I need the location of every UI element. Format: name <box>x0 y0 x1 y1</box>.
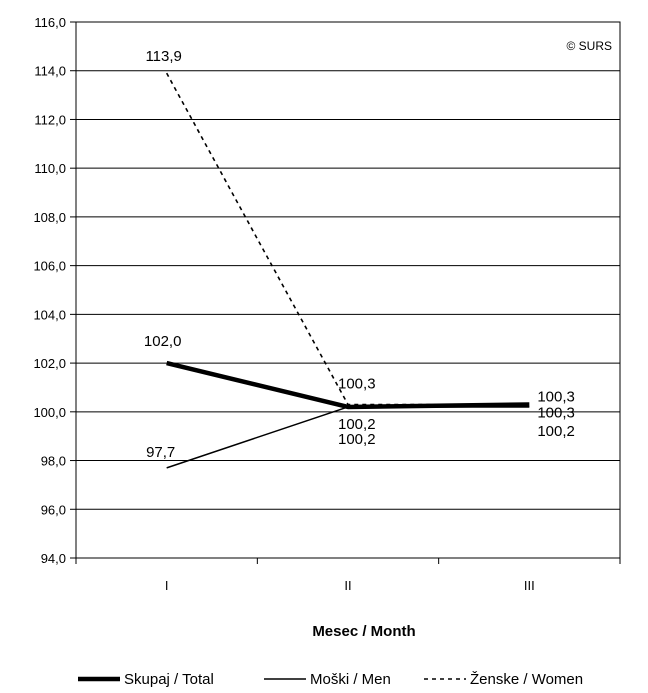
y-tick-label: 100,0 <box>33 405 66 420</box>
y-tick-label: 110,0 <box>34 161 66 176</box>
y-tick-label: 102,0 <box>33 356 66 371</box>
series-line-thin <box>166 406 530 469</box>
y-tick-label: 96,0 <box>41 502 66 517</box>
y-tick-label: 104,0 <box>33 307 66 322</box>
y-tick-label: 116,0 <box>34 15 66 30</box>
data-label: 100,2 <box>338 431 376 448</box>
data-label: 102,0 <box>144 333 182 350</box>
data-label: 100,2 <box>537 423 575 440</box>
data-label: 97,7 <box>146 444 175 461</box>
legend-label: Moški / Men <box>310 671 391 688</box>
x-tick-label: II <box>344 578 351 593</box>
series-lines <box>165 72 530 469</box>
data-label: 113,9 <box>145 48 181 65</box>
y-tick-label: 114,0 <box>34 64 66 79</box>
series-line-dashed <box>165 72 530 406</box>
y-tick-label: 106,0 <box>33 259 66 274</box>
x-axis-title: Mesec / Month <box>312 623 415 640</box>
legend-label: Skupaj / Total <box>124 671 214 688</box>
data-label: 100,3 <box>537 389 575 406</box>
legend: Skupaj / Total Moški / Men Ženske / Women <box>78 671 583 688</box>
x-tick-label: III <box>524 578 535 593</box>
x-axis: I II III <box>75 558 621 593</box>
copyright-text: © SURS <box>566 39 612 53</box>
y-tick-label: 112,0 <box>34 112 66 127</box>
y-tick-label: 98,0 <box>41 454 66 469</box>
legend-label: Ženske / Women <box>470 671 583 688</box>
data-label: 100,3 <box>537 405 575 422</box>
data-label: 100,3 <box>338 376 376 393</box>
y-tick-label: 108,0 <box>33 210 66 225</box>
y-axis: 94,0 96,0 98,0 100,0 102,0 104,0 106,0 108,0 110… <box>33 15 76 566</box>
plot-area <box>75 21 621 559</box>
y-tick-label: 94,0 <box>41 551 66 566</box>
x-tick-label: I <box>165 578 169 593</box>
data-label: 100,2 <box>338 416 376 433</box>
